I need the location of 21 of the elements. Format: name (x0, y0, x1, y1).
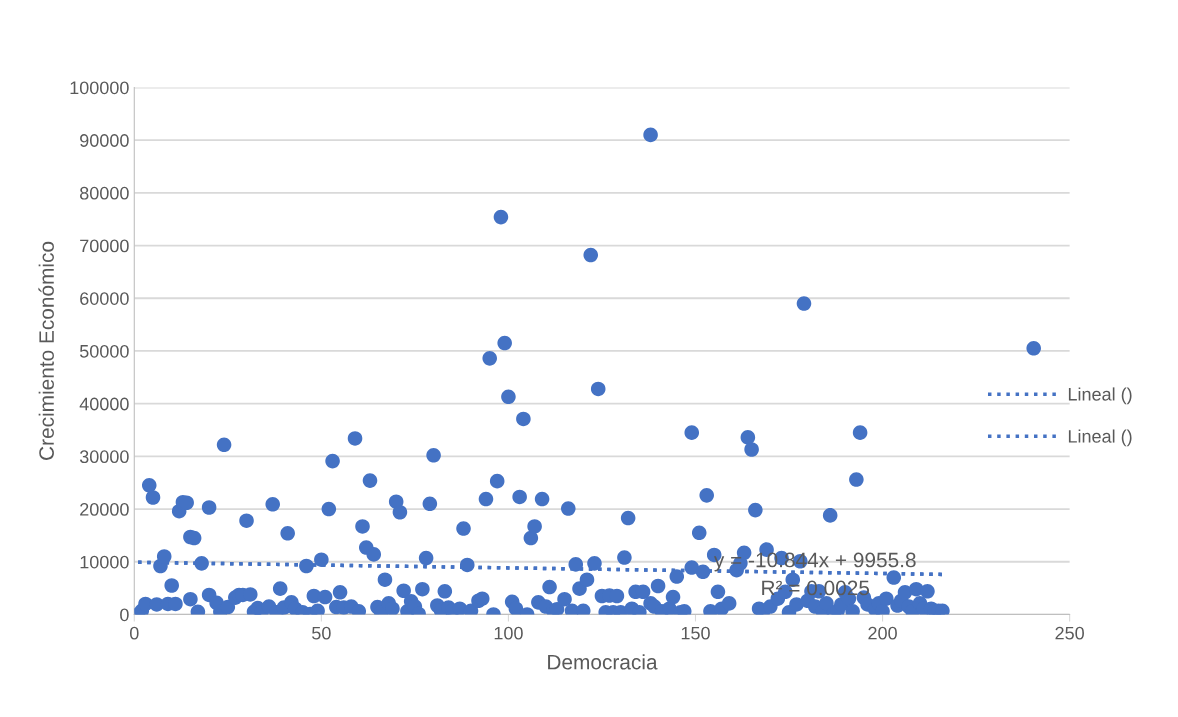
x-tick-label: 50 (312, 626, 331, 640)
y-tick-label: 0 (120, 608, 129, 622)
y-tick-label: 70000 (80, 239, 129, 253)
y-tick-label: 100000 (70, 81, 129, 95)
y-tick-label: 40000 (79, 397, 129, 411)
y-tick-label: 20000 (80, 503, 129, 516)
legend-label: Lineal () (1068, 429, 1132, 447)
x-tick-label: 0 (129, 626, 139, 640)
legend-label: Lineal () (1068, 387, 1132, 405)
y-tick-label: 80000 (80, 186, 129, 200)
y-tick-label: 10000 (80, 555, 129, 569)
y-tick-label: 30000 (79, 450, 129, 464)
x-tick-label: 250 (1055, 626, 1084, 640)
y-axis-title: Crecimiento Económico (38, 241, 54, 460)
y-tick-label: 90000 (80, 134, 129, 147)
y-tick-label: 50000 (79, 344, 129, 358)
x-tick-label: 150 (681, 626, 710, 640)
x-axis-title: Democracia (548, 654, 658, 670)
y-tick-label: 60000 (80, 292, 129, 305)
x-tick-label: 200 (868, 626, 897, 640)
x-tick-label: 100 (494, 626, 523, 640)
